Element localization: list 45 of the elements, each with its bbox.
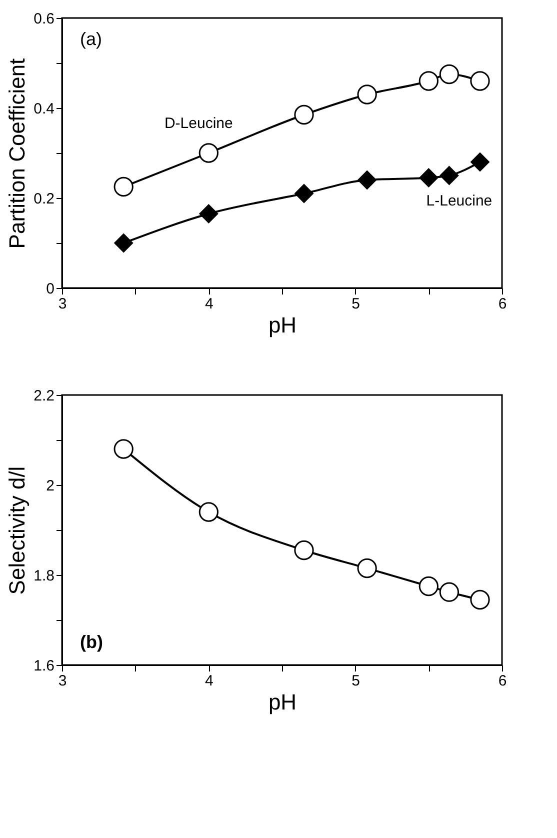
point <box>470 152 490 172</box>
x-tick-label: 3 <box>58 296 67 312</box>
point <box>198 502 218 522</box>
point <box>294 104 314 125</box>
x-axis-title: pH <box>268 690 297 714</box>
point <box>439 64 460 84</box>
annotation: (b) <box>80 632 103 652</box>
point <box>357 558 377 578</box>
y-axis-title: Partition Coefficient <box>4 58 30 249</box>
point <box>199 204 218 224</box>
point <box>418 576 438 596</box>
annotation: (a) <box>80 29 102 49</box>
point <box>114 234 134 252</box>
y-tick-label: 0.6 <box>34 10 54 28</box>
point <box>294 184 314 203</box>
series-label: L-Leucine <box>426 192 492 210</box>
y-tick-label: 0.4 <box>34 100 54 118</box>
x-tick-label: 6 <box>498 296 507 312</box>
y-tick-label: 1.8 <box>34 568 54 584</box>
point <box>358 170 376 190</box>
point <box>470 590 490 610</box>
point <box>357 84 377 104</box>
point <box>294 540 314 560</box>
point <box>440 166 459 185</box>
point <box>418 71 438 91</box>
y-tick-label: 2.2 <box>34 388 54 404</box>
point <box>439 582 460 602</box>
y-tick-label: 2 <box>46 478 54 494</box>
point <box>198 143 218 163</box>
y-axis-title: Selectivity d/l <box>4 466 30 595</box>
y-tick-label: 0 <box>46 280 54 298</box>
x-axis-title: pH <box>268 312 297 338</box>
y-tick-label: 1.6 <box>34 658 54 674</box>
point <box>114 439 134 459</box>
x-tick-label: 5 <box>352 296 360 312</box>
x-tick-label: 5 <box>352 672 360 690</box>
x-tick-label: 4 <box>204 672 214 690</box>
x-tick-label: 3 <box>58 672 67 690</box>
x-tick-label: 4 <box>204 296 214 312</box>
point <box>470 71 490 91</box>
series-label: D-Leucine <box>164 115 233 132</box>
y-tick-label: 0.2 <box>34 190 54 208</box>
point <box>419 168 438 188</box>
x-tick-label: 6 <box>498 672 507 690</box>
point <box>114 176 134 197</box>
